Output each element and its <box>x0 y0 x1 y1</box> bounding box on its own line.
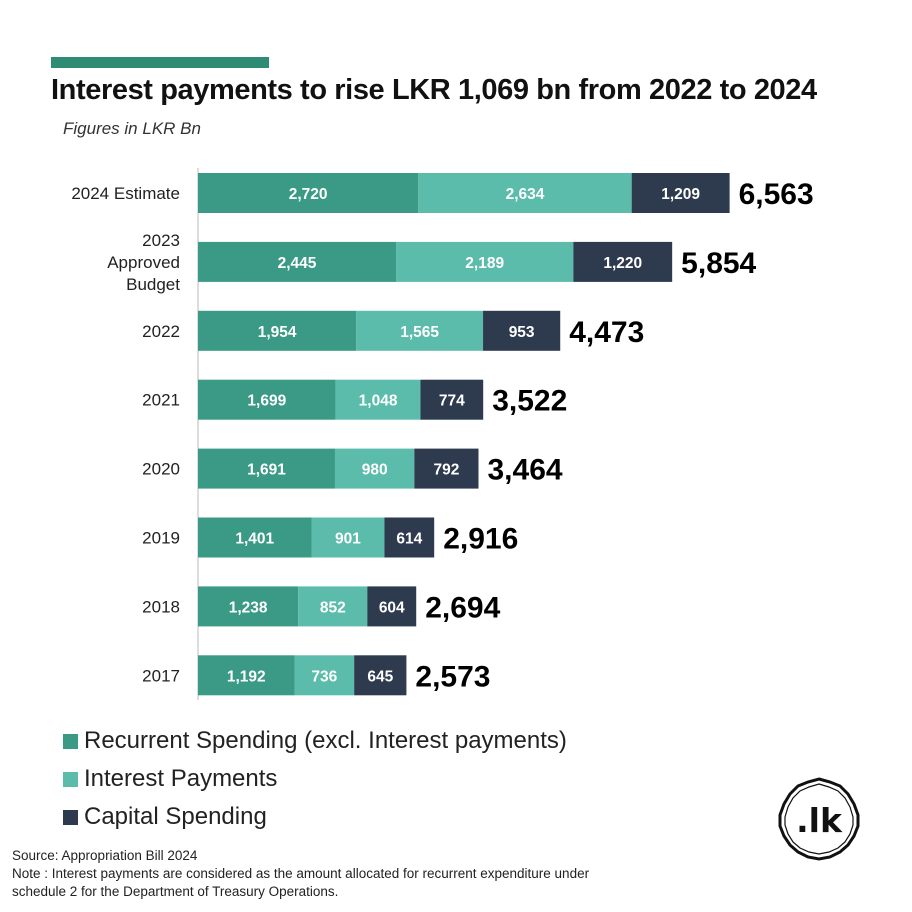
chart-title: Interest payments to rise LKR 1,069 bn f… <box>51 74 817 106</box>
lk-logo: .lk <box>778 777 860 861</box>
bar-total-label: 3,522 <box>492 385 567 418</box>
legend-label-capital: Capital Spending <box>84 803 267 830</box>
bar-value-label-interest: 736 <box>311 668 337 685</box>
bar-value-label-capital: 614 <box>396 531 422 548</box>
bar-value-label-recurrent: 1,192 <box>227 668 266 685</box>
source-note: Source: Appropriation Bill 2024 <box>12 848 198 863</box>
logo-badge-outline <box>778 777 860 861</box>
bar-segment-interest <box>418 173 632 213</box>
legend-item-recurrent: Recurrent Spending (excl. Interest payme… <box>63 722 567 760</box>
bar-segment-recurrent <box>198 655 295 696</box>
bar-value-label-recurrent: 2,445 <box>278 255 317 272</box>
bar-total-label: 3,464 <box>488 454 563 487</box>
category-label: 2022 <box>142 322 180 341</box>
bar-value-label-interest: 1,565 <box>400 324 439 341</box>
bar-segment-recurrent <box>198 173 419 213</box>
bar-segment-recurrent <box>198 586 299 627</box>
bar-value-label-capital: 1,220 <box>603 255 642 272</box>
bar-value-label-recurrent: 1,691 <box>247 462 286 479</box>
bar-segment-recurrent <box>198 379 336 420</box>
bar-segment-recurrent <box>198 241 397 282</box>
bar-segment-recurrent <box>198 517 312 558</box>
bar-total-label: 2,694 <box>425 591 500 624</box>
bar-segment-interest <box>396 241 574 282</box>
bar-segment-capital <box>354 655 407 696</box>
category-label: 2020 <box>142 460 180 479</box>
bar-value-label-recurrent: 1,699 <box>247 393 286 410</box>
category-label: 2018 <box>142 597 180 616</box>
stacked-bar-chart: 2024 Estimate 2,720 2,634 1,209 6,563 2023 App… <box>71 168 814 700</box>
bar-total-label: 2,573 <box>415 660 490 693</box>
bar-value-label-recurrent: 2,720 <box>289 186 328 203</box>
category-label: 2017 <box>142 666 180 685</box>
bar-value-label-interest: 852 <box>320 599 346 616</box>
bar-segment-recurrent <box>198 448 335 489</box>
bar-segment-interest <box>294 655 355 696</box>
legend: Recurrent Spending (excl. Interest payme… <box>63 722 567 836</box>
logo-badge-inner <box>784 783 854 855</box>
legend-label-recurrent: Recurrent Spending (excl. Interest payme… <box>84 727 567 754</box>
bar-value-label-recurrent: 1,238 <box>229 599 268 616</box>
bar-value-label-capital: 604 <box>379 599 405 616</box>
category-label: 2019 <box>142 529 180 548</box>
bar-value-label-capital: 645 <box>367 668 393 685</box>
bar-total-label: 4,473 <box>569 316 644 349</box>
bar-total-label: 5,854 <box>681 247 756 280</box>
category-label: 2023 Approved Budget <box>107 231 180 294</box>
bar-segment-capital <box>483 310 561 351</box>
bar-segment-interest <box>311 517 385 558</box>
bar-value-label-recurrent: 1,401 <box>235 531 274 548</box>
category-label: 2024 Estimate <box>71 184 180 203</box>
category-label: 2021 <box>142 391 180 410</box>
bar-value-label-capital: 1,209 <box>661 186 700 203</box>
logo-text: .lk <box>796 801 843 840</box>
bar-segment-capital <box>414 448 479 489</box>
bar-value-label-interest: 980 <box>362 462 388 479</box>
footer: Source: Appropriation Bill 2024 Note : I… <box>12 847 589 901</box>
bar-value-label-recurrent: 1,954 <box>258 324 297 341</box>
chart-subtitle: Figures in LKR Bn <box>63 119 201 138</box>
bar-segment-capital <box>631 173 730 213</box>
bar-segment-capital <box>573 241 673 282</box>
footnote-line-1: Note : Interest payments are considered … <box>12 866 590 881</box>
bar-value-label-capital: 953 <box>509 324 535 341</box>
bar-total-label: 6,563 <box>739 178 814 211</box>
bar-segment-interest <box>356 310 484 351</box>
bar-value-label-interest: 1,048 <box>359 393 398 410</box>
bar-segment-interest <box>298 586 368 627</box>
legend-item-capital: Capital Spending <box>63 798 567 836</box>
legend-item-interest: Interest Payments <box>63 760 567 798</box>
legend-label-interest: Interest Payments <box>84 765 278 792</box>
bar-value-label-capital: 774 <box>439 393 465 410</box>
bar-total-label: 2,916 <box>443 523 518 556</box>
bar-segment-interest <box>334 448 415 489</box>
bar-value-label-interest: 901 <box>335 531 361 548</box>
legend-swatch-capital <box>63 809 78 825</box>
legend-swatch-recurrent <box>63 733 78 749</box>
bar-segment-capital <box>420 379 484 420</box>
bar-segment-interest <box>335 379 421 420</box>
accent-bar <box>51 57 269 68</box>
footnote-line-2: schedule 2 for the Department of Treasur… <box>12 884 339 899</box>
bar-segment-capital <box>384 517 435 558</box>
bar-segment-recurrent <box>198 310 357 351</box>
bar-segment-capital <box>367 586 417 627</box>
bar-value-label-capital: 792 <box>433 462 459 479</box>
bar-value-label-interest: 2,189 <box>465 255 504 272</box>
legend-swatch-interest <box>63 771 78 787</box>
bar-value-label-interest: 2,634 <box>506 186 545 203</box>
